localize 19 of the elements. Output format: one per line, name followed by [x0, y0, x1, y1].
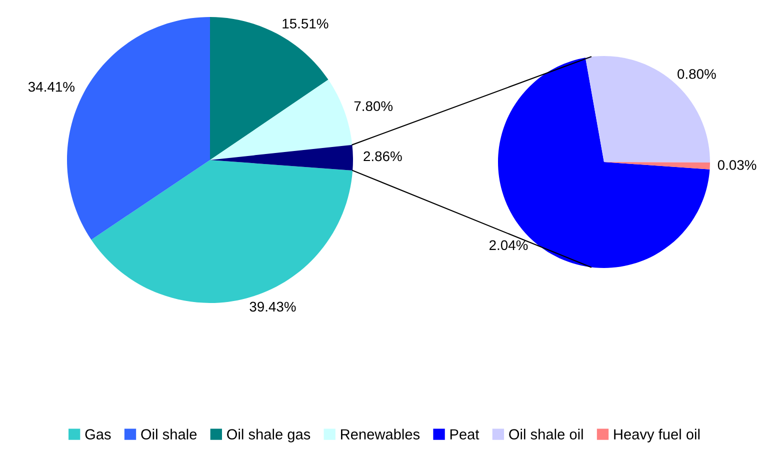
data-label: 15.51% [282, 18, 328, 29]
legend-label: Renewables [341, 428, 420, 440]
data-label: 2.04% [490, 240, 528, 250]
data-label: 0.03% [718, 160, 756, 170]
data-label: 7.80% [354, 101, 393, 112]
data-label: 2.86% [364, 151, 402, 162]
legend-label: Oil shale oil [509, 428, 583, 440]
data-label: 34.41% [28, 82, 74, 92]
legend-label: Gas [85, 429, 111, 440]
legend-label: Oil shale gas [227, 428, 310, 442]
legend-label: Heavy fuel oil [614, 428, 700, 442]
legend-label: Oil shale [141, 428, 197, 440]
data-label: 39.43% [250, 302, 296, 312]
pie-slice [210, 80, 352, 160]
data-label: 0.80% [678, 69, 716, 79]
pie-slice [210, 144, 353, 170]
pie-slice [210, 17, 328, 160]
legend-label: Peat [450, 429, 480, 440]
pie-slice [91, 160, 353, 303]
